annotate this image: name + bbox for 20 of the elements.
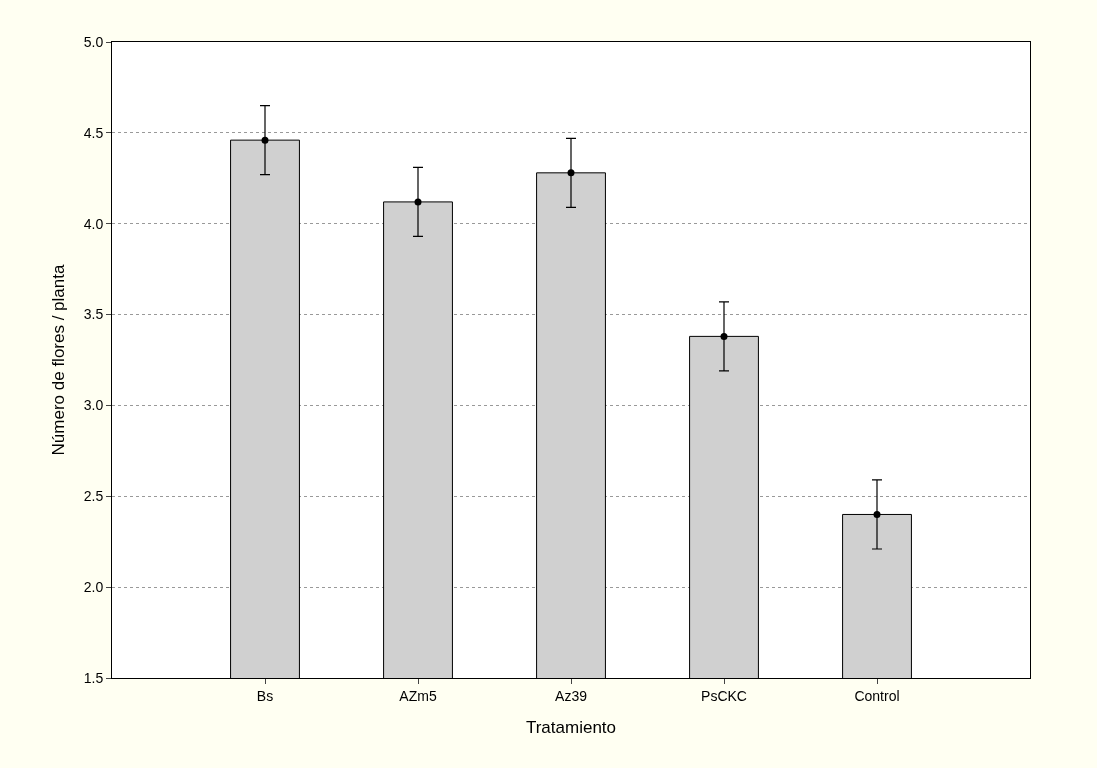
point xyxy=(567,169,575,177)
y-tick-label: 4.5 xyxy=(83,124,104,141)
x-tick-label: PsCKC xyxy=(701,687,747,704)
point xyxy=(720,332,728,340)
y-tick-label: 2.5 xyxy=(83,488,104,505)
y-axis-title: Número de flores / planta xyxy=(49,264,69,456)
y-tick-label: 3.5 xyxy=(83,306,104,323)
y-tick-label: 2.0 xyxy=(83,579,104,596)
x-axis-title: Tratamiento xyxy=(525,718,617,738)
y-tick-label: 1.5 xyxy=(83,669,104,686)
x-tick-label: Bs xyxy=(256,687,274,704)
point xyxy=(414,198,422,206)
y-tick-label: 5.0 xyxy=(83,33,104,50)
point xyxy=(261,136,269,144)
point xyxy=(873,510,881,518)
x-tick-label: Control xyxy=(854,687,900,704)
y-tick-label: 4.0 xyxy=(83,215,104,232)
x-tick-label: Az39 xyxy=(555,687,588,704)
x-tick-label: AZm5 xyxy=(399,687,437,704)
y-tick-label: 3.0 xyxy=(83,397,104,414)
